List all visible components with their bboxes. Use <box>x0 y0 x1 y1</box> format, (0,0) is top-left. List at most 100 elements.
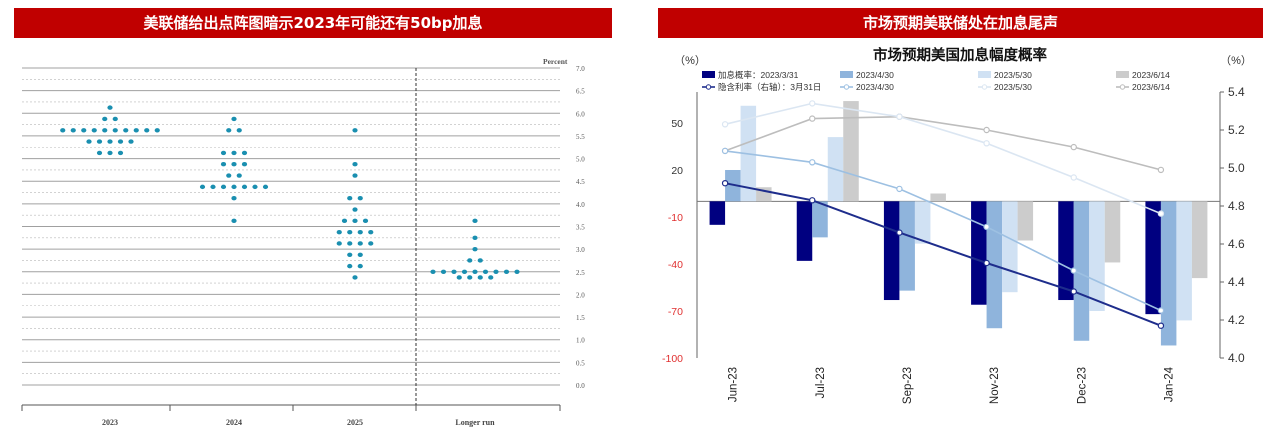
bar <box>1145 201 1161 315</box>
series-line <box>724 182 1162 327</box>
dot-point <box>352 218 358 224</box>
dot-point <box>357 263 363 269</box>
line-point <box>721 121 729 128</box>
y-tick-label: 6.5 <box>576 88 585 96</box>
legend-swatch-bar <box>840 71 853 78</box>
dot-point <box>472 246 478 252</box>
line-point <box>983 259 990 267</box>
left-tick-label: -10 <box>668 212 683 224</box>
dot-point <box>231 162 237 167</box>
y-tick-label: 4.0 <box>576 201 585 209</box>
legend-label: 2023/5/30 <box>994 82 1032 92</box>
bar <box>1002 201 1018 293</box>
dot-point <box>86 139 92 144</box>
y-tick-label: 6.0 <box>576 110 585 118</box>
dot-point <box>357 229 363 235</box>
dot-point <box>352 128 358 133</box>
right-tick-label: 5.0 <box>1228 161 1245 175</box>
dot-point <box>102 116 108 122</box>
series-line <box>724 102 1162 215</box>
rate-hike-probability-chart: 市场预期美国加息幅度概率 （%） （%） 加息概率：2023/3/31 2023/4/3… <box>662 46 1252 404</box>
left-tick-label: -40 <box>668 259 683 271</box>
legend-marker <box>1119 84 1126 90</box>
dot-point <box>503 269 510 274</box>
y-tick-label: 4.5 <box>576 178 585 186</box>
dot-point <box>144 128 150 133</box>
left-tick-label: -100 <box>662 353 683 365</box>
dot-point <box>154 128 160 133</box>
legend-swatch-bar <box>978 71 991 78</box>
bar <box>1073 201 1090 341</box>
y-tick-label: 2.5 <box>576 269 585 277</box>
x-tick-label: 2025 <box>347 418 363 427</box>
dot-point <box>357 252 363 258</box>
dot-point <box>347 263 353 269</box>
legend-marker <box>705 84 712 90</box>
dot-point <box>430 269 436 274</box>
dot-point <box>477 275 483 280</box>
dot-point <box>488 275 494 280</box>
legend-label: 加息概率：2023/3/31 <box>718 70 799 80</box>
dot-point <box>199 184 206 190</box>
y-tick-label: 1.0 <box>576 337 585 345</box>
dot-point <box>347 252 353 258</box>
dot-point <box>472 269 478 274</box>
dot-point <box>472 218 478 224</box>
dot-point <box>368 241 374 246</box>
dot-point <box>241 162 248 167</box>
left-tick-label: 20 <box>671 165 683 177</box>
line-point <box>1070 174 1077 181</box>
legend-label: 隐含利率（右轴）：3月31日 <box>718 82 821 92</box>
right-axis-unit: （%） <box>1220 54 1252 67</box>
dot-point <box>117 150 124 156</box>
dot-point <box>357 241 363 246</box>
x-tick-label: Nov-23 <box>989 367 1001 404</box>
dot-point <box>368 229 374 235</box>
dot-point <box>220 184 227 190</box>
dot-point <box>241 184 248 190</box>
left-tick-label: -70 <box>668 306 683 318</box>
dot-point <box>347 229 353 235</box>
dot-point <box>231 150 237 156</box>
dot-point <box>226 128 232 133</box>
dot-point <box>352 173 358 178</box>
y-tick-label: 0.0 <box>576 382 585 390</box>
x-tick-label: Jun-23 <box>728 367 740 402</box>
dot-point <box>107 105 113 110</box>
dot-point <box>60 128 66 133</box>
legend-label: 2023/4/30 <box>856 82 894 92</box>
dot-point <box>347 195 353 201</box>
legend-label: 2023/6/14 <box>1132 70 1170 80</box>
dot-point <box>96 150 103 156</box>
line-point <box>1157 210 1165 217</box>
line-point <box>1070 267 1077 274</box>
y-tick-label: 5.0 <box>576 156 585 164</box>
dot-point <box>336 241 342 246</box>
dot-point <box>352 162 358 167</box>
line-point <box>1070 288 1077 295</box>
dot-point <box>231 116 237 122</box>
y-tick-label: 3.0 <box>576 246 585 254</box>
bar <box>812 201 828 238</box>
right-tick-label: 5.2 <box>1228 123 1245 137</box>
dot-point <box>456 275 462 280</box>
chart-title: 市场预期美国加息幅度概率 <box>873 46 1047 64</box>
dot-point <box>252 184 258 190</box>
line-point <box>809 100 816 107</box>
y-tick-label: 3.5 <box>576 224 585 232</box>
right-panel-title: 市场预期美联储处在加息尾声 <box>658 8 1263 38</box>
line-point <box>1157 307 1165 314</box>
dot-point <box>461 269 468 274</box>
dot-point <box>231 184 237 190</box>
dot-point <box>362 218 369 224</box>
bar <box>1160 201 1177 346</box>
dot-point <box>352 275 358 280</box>
legend-label: 2023/5/30 <box>994 70 1032 80</box>
dot-point <box>467 275 473 280</box>
line-point <box>983 140 990 147</box>
dot-point <box>107 150 113 156</box>
line-point <box>809 115 816 122</box>
dot-point <box>336 229 342 235</box>
line-point <box>1070 143 1077 151</box>
bar <box>1176 201 1192 321</box>
